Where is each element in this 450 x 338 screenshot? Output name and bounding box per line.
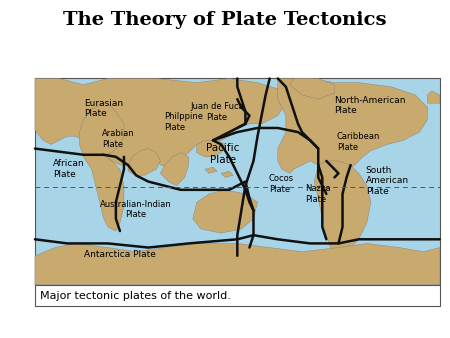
- Text: Major tectonic plates of the world.: Major tectonic plates of the world.: [40, 291, 231, 300]
- Polygon shape: [290, 78, 334, 99]
- Bar: [35, 285, 440, 307]
- Text: Pacific
Plate: Pacific Plate: [206, 143, 239, 165]
- Polygon shape: [128, 149, 160, 175]
- Text: North-American
Plate: North-American Plate: [334, 96, 406, 115]
- Text: The Theory of Plate Tectonics: The Theory of Plate Tectonics: [63, 11, 387, 29]
- Polygon shape: [35, 243, 440, 285]
- Polygon shape: [197, 140, 225, 157]
- Text: Arabian
Plate: Arabian Plate: [102, 129, 135, 148]
- Polygon shape: [278, 78, 428, 173]
- Text: Nazca
Plate: Nazca Plate: [306, 185, 331, 204]
- Polygon shape: [314, 161, 371, 252]
- Text: Antarctica Plate: Antarctica Plate: [84, 250, 156, 259]
- Text: Juan de Fuca
Plate: Juan de Fuca Plate: [190, 102, 244, 122]
- Bar: [35, 78, 440, 285]
- Polygon shape: [205, 167, 217, 173]
- Polygon shape: [428, 91, 440, 103]
- Text: Cocos
Plate: Cocos Plate: [269, 174, 294, 194]
- Text: Philppine
Plate: Philppine Plate: [165, 112, 203, 132]
- Text: South
American
Plate: South American Plate: [366, 166, 409, 196]
- Text: African
Plate: African Plate: [53, 159, 85, 179]
- Polygon shape: [80, 103, 124, 231]
- Polygon shape: [193, 190, 257, 233]
- Text: Caribbean
Plate: Caribbean Plate: [337, 132, 380, 152]
- Polygon shape: [221, 171, 233, 177]
- Polygon shape: [35, 78, 286, 167]
- Text: Eurasian
Plate: Eurasian Plate: [84, 99, 123, 118]
- Text: Australian-Indian
Plate: Australian-Indian Plate: [100, 199, 171, 219]
- Polygon shape: [160, 153, 189, 186]
